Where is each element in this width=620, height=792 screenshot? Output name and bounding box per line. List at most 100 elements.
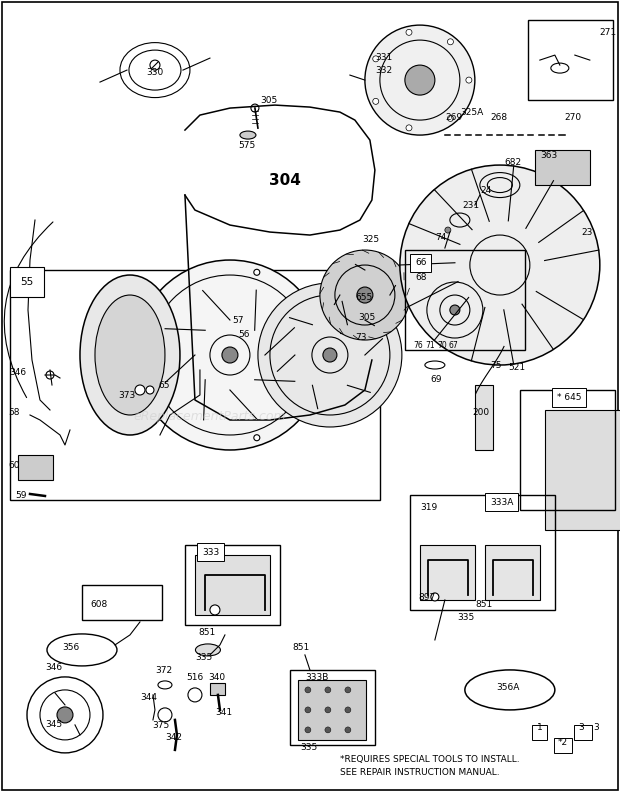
Bar (550, 478, 615, 506)
Circle shape (450, 305, 460, 315)
Circle shape (406, 125, 412, 131)
Circle shape (150, 60, 160, 70)
Text: 608: 608 (90, 600, 107, 609)
Circle shape (325, 707, 331, 713)
Text: 655: 655 (355, 293, 372, 302)
Text: 521: 521 (508, 363, 525, 372)
Text: 3: 3 (593, 723, 598, 732)
Text: 304: 304 (269, 173, 301, 188)
Text: 363: 363 (540, 151, 557, 160)
Text: 333A: 333A (490, 498, 513, 507)
Bar (405, 250, 525, 350)
Text: 897: 897 (418, 593, 435, 602)
Text: 23: 23 (582, 228, 593, 237)
Text: 69: 69 (430, 375, 441, 384)
Ellipse shape (80, 275, 180, 435)
Bar (520, 390, 615, 510)
Bar (290, 670, 375, 745)
Circle shape (222, 347, 238, 363)
Text: 333B: 333B (305, 673, 328, 682)
Circle shape (445, 227, 451, 233)
Text: 231: 231 (462, 201, 479, 210)
Bar (340, 321, 358, 333)
Bar (535, 150, 590, 185)
Circle shape (46, 371, 54, 379)
Text: 325A: 325A (460, 108, 483, 117)
Text: 270: 270 (565, 113, 582, 122)
Text: 269: 269 (445, 113, 462, 122)
Text: 76: 76 (413, 341, 423, 350)
Text: 346: 346 (45, 663, 62, 672)
Text: 342: 342 (165, 733, 182, 742)
Text: 331: 331 (375, 53, 392, 62)
Bar (555, 484, 620, 512)
Text: 373: 373 (118, 391, 135, 400)
Circle shape (258, 283, 402, 427)
Bar (574, 725, 592, 740)
Text: 851: 851 (476, 600, 493, 609)
Circle shape (57, 707, 73, 723)
Circle shape (305, 687, 311, 693)
Bar (10, 270, 380, 500)
Text: 73: 73 (355, 333, 366, 342)
Circle shape (448, 116, 453, 121)
Circle shape (373, 98, 379, 105)
Circle shape (305, 707, 311, 713)
Circle shape (345, 727, 351, 733)
Text: 851: 851 (292, 643, 309, 652)
Circle shape (135, 260, 325, 450)
Bar (420, 545, 475, 600)
Bar (545, 472, 610, 500)
Text: 60: 60 (8, 461, 19, 470)
Circle shape (405, 65, 435, 95)
Text: 372: 372 (155, 666, 172, 675)
Text: 67: 67 (449, 341, 459, 350)
Circle shape (210, 605, 220, 615)
Bar (210, 683, 225, 695)
Bar (565, 496, 620, 524)
Ellipse shape (240, 131, 256, 139)
Circle shape (325, 687, 331, 693)
Text: 68: 68 (415, 273, 427, 282)
Text: 333: 333 (202, 548, 219, 557)
Text: 1: 1 (537, 723, 542, 732)
Bar (410, 495, 555, 610)
Circle shape (188, 688, 202, 702)
Circle shape (157, 403, 162, 409)
Text: 65: 65 (158, 381, 169, 390)
Circle shape (146, 386, 154, 394)
Text: 332: 332 (375, 66, 392, 75)
Text: 24: 24 (480, 186, 491, 195)
Bar (545, 410, 620, 530)
Circle shape (254, 435, 260, 440)
Text: 340: 340 (208, 673, 225, 682)
Circle shape (431, 593, 439, 601)
Circle shape (135, 385, 145, 395)
Text: 330: 330 (146, 68, 164, 77)
Bar (18, 455, 53, 480)
Text: 335: 335 (195, 653, 212, 662)
Bar (82, 585, 162, 620)
Circle shape (466, 77, 472, 83)
Text: 682: 682 (505, 158, 522, 167)
Text: 319: 319 (420, 503, 437, 512)
Text: 305: 305 (358, 313, 375, 322)
Ellipse shape (95, 295, 165, 415)
Bar (532, 725, 547, 740)
Text: eReplacementParts.com: eReplacementParts.com (134, 410, 286, 423)
Text: 325: 325 (362, 235, 379, 244)
Circle shape (314, 352, 320, 358)
Text: 345: 345 (45, 720, 62, 729)
Text: 271: 271 (600, 28, 617, 37)
Bar (570, 502, 620, 530)
Text: 59: 59 (15, 491, 27, 500)
Text: 356A: 356A (496, 683, 519, 692)
Circle shape (251, 104, 259, 112)
Bar (528, 20, 613, 100)
Bar (560, 490, 620, 518)
Circle shape (400, 165, 600, 365)
Text: 56: 56 (238, 330, 249, 339)
Text: 268: 268 (490, 113, 507, 122)
Ellipse shape (195, 644, 221, 656)
Text: 346: 346 (9, 368, 27, 377)
